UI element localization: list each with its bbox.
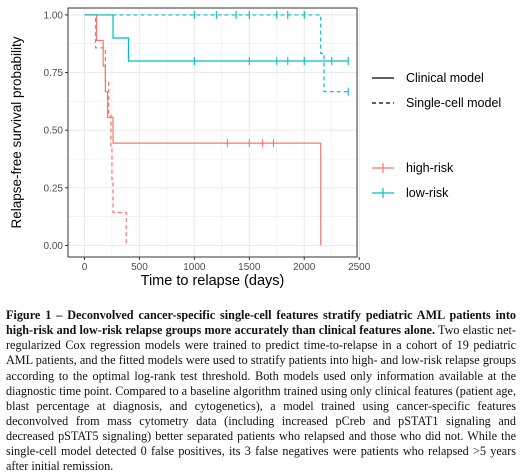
legend-label-linetype: Single-cell model — [406, 96, 501, 110]
y-axis-title: Relapse-free survival probability — [9, 36, 24, 228]
x-tick-label: 0 — [82, 262, 88, 273]
y-tick-label: 0.25 — [44, 183, 64, 194]
plot-panel — [67, 7, 358, 258]
survival-curve-high-risk-clinical — [84, 14, 322, 246]
y-tick-label: 0.75 — [44, 68, 64, 79]
plot-panel-border — [67, 7, 358, 258]
legend-label-color: low-risk — [406, 186, 449, 200]
x-tick-label: 1000 — [183, 262, 206, 273]
legend-label-color: high-risk — [406, 161, 454, 175]
x-tick-label: 2500 — [348, 262, 371, 273]
x-tick-label: 1500 — [238, 262, 261, 273]
caption-title: Figure 1 – Deconvolved cancer-specific s… — [6, 308, 516, 338]
km-survival-chart: 0 500 1000 1500 2000 2500 0.00 0.25 0.50 0.75 1.00… — [9, 7, 501, 289]
x-tick-label: 500 — [131, 262, 148, 273]
y-tick-label: 0.50 — [44, 126, 64, 137]
survival-curve-low-risk-single-cell — [84, 14, 349, 93]
x-axis-title: Time to relapse (days) — [141, 273, 285, 289]
legend-label-linetype: Clinical model — [406, 71, 484, 85]
x-tick-label: 2000 — [293, 262, 316, 273]
y-tick-label: 0.00 — [44, 241, 64, 252]
y-tick-label: 1.00 — [44, 10, 64, 21]
figure-caption: Figure 1 – Deconvolved cancer-specific s… — [6, 308, 516, 474]
caption-body: Two elastic net-regularized Cox regressi… — [6, 323, 516, 474]
